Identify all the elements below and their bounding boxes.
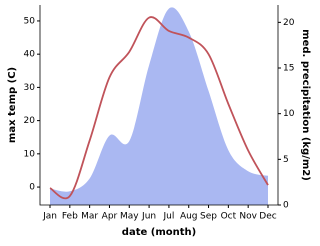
x-tick-label: Feb <box>62 212 78 222</box>
y2-tick-label: 0 <box>283 201 289 211</box>
x-tick-label: Jul <box>162 212 174 222</box>
x-tick-label: Sep <box>200 212 217 222</box>
y2-axis-label: med. precipitation (kg/m2) <box>300 29 311 181</box>
y-tick-label: 10 <box>24 149 36 159</box>
y2-tick-label: 20 <box>283 18 295 28</box>
x-axis-label: date (month) <box>122 227 196 238</box>
y2-tick-label: 15 <box>283 64 294 74</box>
temp-line <box>49 16 269 200</box>
x-tick-label: May <box>120 212 139 222</box>
y2-tick-label: 5 <box>283 155 289 165</box>
x-tick-label: Jun <box>141 212 156 222</box>
y-tick-label: 30 <box>24 83 36 93</box>
x-tick-label: Oct <box>221 212 237 222</box>
y-tick-label: 0 <box>29 183 35 193</box>
x-tick-label: Mar <box>81 212 98 222</box>
precip-area <box>50 7 268 205</box>
x-tick-label: Apr <box>102 212 118 222</box>
y2-tick-label: 10 <box>283 109 295 119</box>
x-tick-label: Aug <box>180 212 198 222</box>
y-tick-label: 20 <box>24 116 36 126</box>
x-tick-label: Nov <box>239 212 257 222</box>
y-tick-label: 40 <box>24 50 36 60</box>
axes-frame <box>39 5 279 206</box>
y-tick-label: 50 <box>24 16 36 26</box>
y-axis-label: max temp (C) <box>7 67 18 143</box>
x-tick-label: Jan <box>42 212 57 222</box>
chart: date (month) max temp (C) med. precipita… <box>7 5 311 238</box>
x-tick-label: Dec <box>259 212 276 222</box>
